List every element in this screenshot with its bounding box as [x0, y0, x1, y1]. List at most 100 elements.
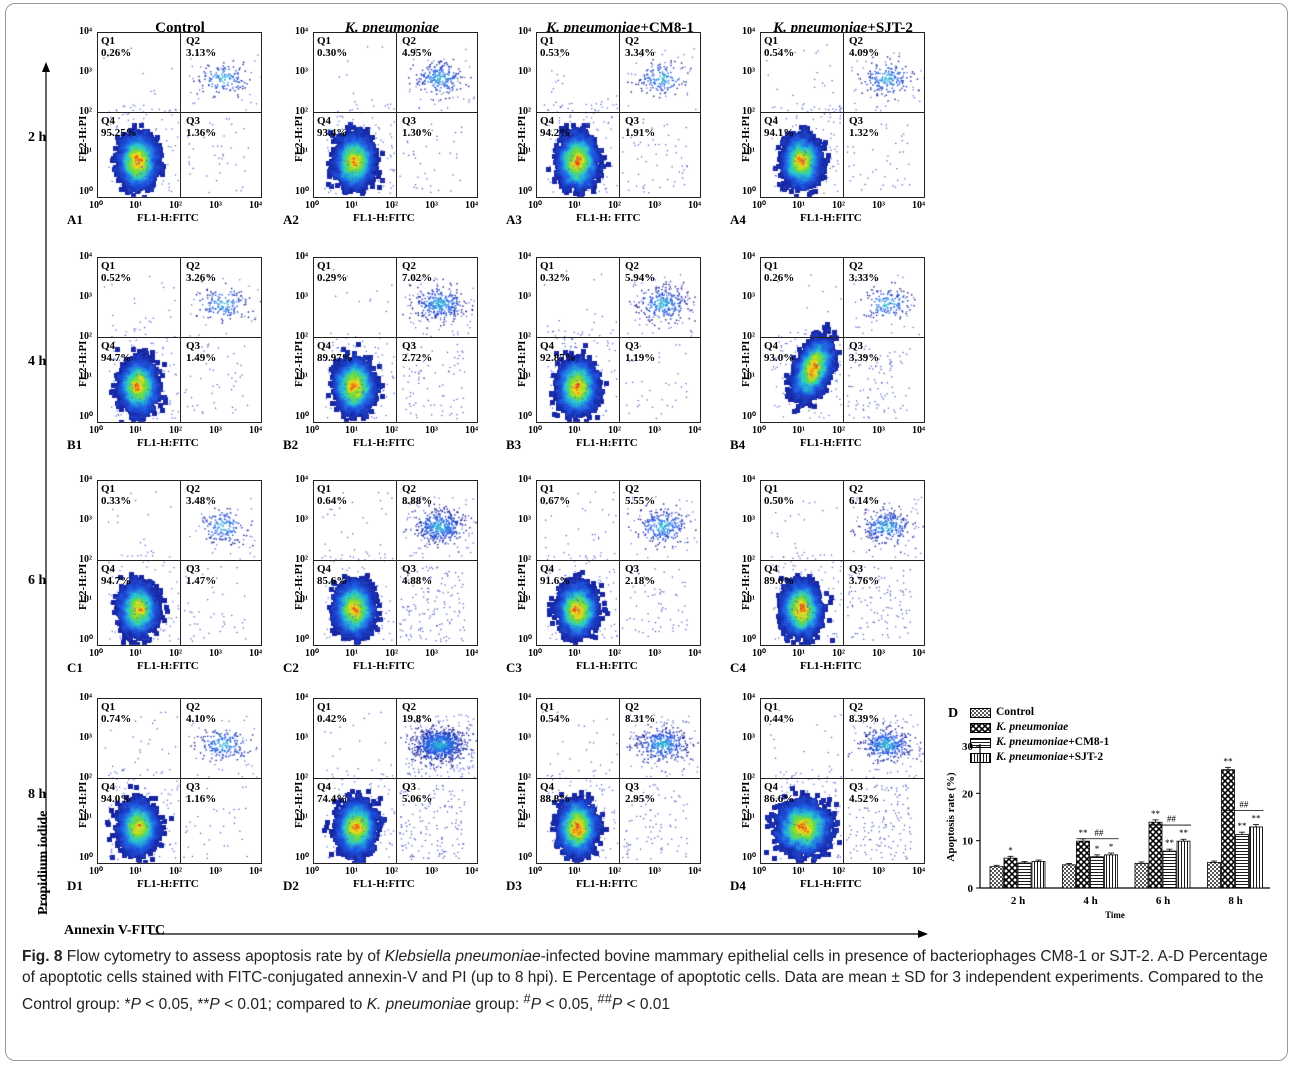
y-tick-label: 10²	[742, 106, 755, 117]
quadrant-q1: Q1 0.42%	[317, 701, 347, 725]
gate-horizontal	[537, 560, 700, 561]
y-tick-label: 10²	[79, 772, 92, 783]
x-tick-label: 10³	[872, 425, 885, 436]
x-tick-label: 10⁰	[752, 866, 767, 877]
quadrant-name: Q2	[402, 483, 417, 495]
gate-vertical	[396, 258, 397, 422]
bar	[989, 866, 1004, 889]
quadrant-name: Q3	[186, 340, 201, 352]
y-tick-label: 10⁴	[742, 474, 755, 485]
bar	[1090, 856, 1104, 889]
quadrant-value: 2.18%	[625, 575, 656, 587]
y-tick-label: 10⁰	[518, 634, 533, 645]
gate-vertical	[843, 258, 844, 422]
x-tick-label: 10⁰	[305, 200, 320, 211]
x-axis-label: FL1-H:FITC	[800, 878, 862, 890]
x-tick-label: 10³	[425, 425, 438, 436]
flow-panel-B1: Q1 0.52% Q2 3.26% Q4 94.7% Q3 1.49% FL2-H:PI 10⁴ 1…	[37, 247, 277, 472]
gate-vertical	[180, 33, 181, 197]
x-tick-label: 10³	[425, 200, 438, 211]
x-tick-label: 10¹	[345, 200, 358, 211]
y-tick-label: 10²	[295, 772, 308, 783]
x-axis-label: FL1-H: FITC	[576, 212, 641, 224]
x-tick-label: 10⁴	[249, 425, 262, 436]
y-tick-label: 10⁰	[742, 634, 757, 645]
quadrant-q2: Q2 8.31%	[625, 701, 655, 725]
x-tick-label: 10²	[608, 200, 621, 211]
flow-panel-A4: Q1 0.54% Q2 4.09% Q4 94.1% Q3 1.32% FL2-H:PI 10⁴ 1…	[700, 22, 940, 247]
x-tick-label: 10²	[832, 866, 845, 877]
y-tick-label: 10¹	[79, 371, 92, 382]
bar	[1176, 840, 1191, 889]
quadrant-name: Q2	[849, 35, 864, 47]
y-tick-label: 10⁰	[295, 634, 310, 645]
y-tick-label: 10⁰	[79, 411, 94, 422]
quadrant-value: 88.8%	[540, 793, 571, 805]
legend-label: K. pneumoniae	[996, 721, 1069, 733]
caption-text: Flow cytometry to assess apoptosis rate …	[22, 948, 1268, 1014]
scatter-plot: Q1 0.50% Q2 6.14% Q4 89.6% Q3 3.76%	[760, 480, 925, 646]
x-tick-label: 10¹	[568, 200, 581, 211]
quadrant-name: Q2	[186, 701, 201, 713]
bar	[1207, 862, 1221, 889]
scatter-density	[98, 33, 261, 197]
bar	[1148, 821, 1163, 889]
flow-panel-C3: Q1 0.67% Q2 5.55% Q4 91.6% Q3 2.18% FL2-H:PI 10⁴ 1…	[476, 470, 716, 695]
y-tick-label: 10¹	[79, 812, 92, 823]
y-tick-label: 10³	[742, 291, 755, 302]
y-tick-label: 10³	[742, 66, 755, 77]
quadrant-name: Q2	[625, 35, 640, 47]
x-tick-label: 10¹	[568, 648, 581, 659]
flow-panel-A3: Q1 0.53% Q2 3.34% Q4 94.2% Q3 1.91% FL2-H:PI 10⁴ 1…	[476, 22, 716, 247]
x-tick-label: 10⁰	[89, 648, 104, 659]
scatter-plot: Q1 0.32% Q2 5.94% Q4 92.87% Q3 1.19%	[536, 257, 701, 423]
quadrant-value: 0.67%	[540, 495, 571, 507]
quadrant-q2: Q2 4.95%	[402, 35, 432, 59]
quadrant-value: 1.32%	[849, 127, 880, 139]
gate-horizontal	[761, 337, 924, 338]
x-axis-label: FL1-H:FITC	[137, 437, 199, 449]
quadrant-value: 0.54%	[764, 47, 795, 59]
x-axis-label: FL1-H:FITC	[137, 660, 199, 672]
x-tick-label: 10¹	[792, 425, 805, 436]
quadrant-name: Q1	[101, 701, 116, 713]
quadrant-name: Q4	[540, 115, 555, 127]
x-tick-label: 10¹	[129, 866, 142, 877]
bar	[1221, 769, 1235, 889]
gate-vertical	[180, 481, 181, 645]
quadrant-q4: Q4 94.0%	[101, 781, 131, 805]
row-label-6h: 6 h	[28, 573, 47, 588]
x-tick-label: 10³	[872, 866, 885, 877]
scatter-density	[537, 33, 700, 197]
y-tick-label: 10⁰	[518, 186, 533, 197]
quadrant-value: 3.76%	[849, 575, 880, 587]
quadrant-q2: Q2 3.33%	[849, 260, 879, 284]
y-tick-label: 10⁴	[518, 251, 531, 262]
y-tick-label: 10¹	[518, 812, 531, 823]
gate-vertical	[396, 699, 397, 863]
quadrant-q2: Q2 6.14%	[849, 483, 879, 507]
x-tick-label: 10⁴	[912, 200, 925, 211]
gate-horizontal	[98, 337, 261, 338]
quadrant-name: Q1	[101, 260, 116, 272]
quadrant-q1: Q1 0.26%	[101, 35, 131, 59]
x-tick-label: 10⁴	[249, 866, 262, 877]
y-tick-label: 10²	[518, 106, 531, 117]
x-tick-label: 10³	[209, 200, 222, 211]
quadrant-name: Q4	[317, 115, 332, 127]
quadrant-name: Q2	[625, 483, 640, 495]
x-tick-label: 10²	[169, 200, 182, 211]
x-axis-title: Time	[1105, 910, 1125, 920]
y-tick-label: 10²	[79, 331, 92, 342]
row-label-4h: 4 h	[28, 354, 47, 369]
scatter-density	[761, 481, 924, 645]
quadrant-value: 3.34%	[625, 47, 656, 59]
y-tick-label: 10¹	[295, 594, 308, 605]
gate-horizontal	[98, 112, 261, 113]
scatter-plot: Q1 0.30% Q2 4.95% Q4 93.4% Q3 1.30%	[313, 32, 478, 198]
x-tick-label: 10⁴	[912, 866, 925, 877]
quadrant-value: 89.6%	[764, 575, 795, 587]
x-axis-label: FL1-H:FITC	[800, 437, 862, 449]
y-tick-label: 10⁰	[742, 852, 757, 863]
gate-vertical	[843, 481, 844, 645]
